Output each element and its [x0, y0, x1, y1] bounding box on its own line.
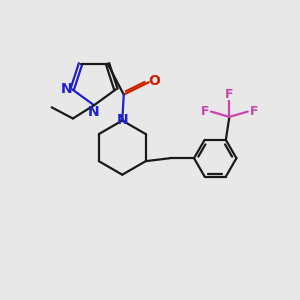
- Text: N: N: [116, 112, 128, 127]
- Text: N: N: [88, 105, 100, 119]
- Text: N: N: [61, 82, 73, 96]
- Text: O: O: [149, 74, 161, 88]
- Text: F: F: [250, 105, 258, 118]
- Text: F: F: [200, 105, 209, 118]
- Text: F: F: [225, 88, 233, 101]
